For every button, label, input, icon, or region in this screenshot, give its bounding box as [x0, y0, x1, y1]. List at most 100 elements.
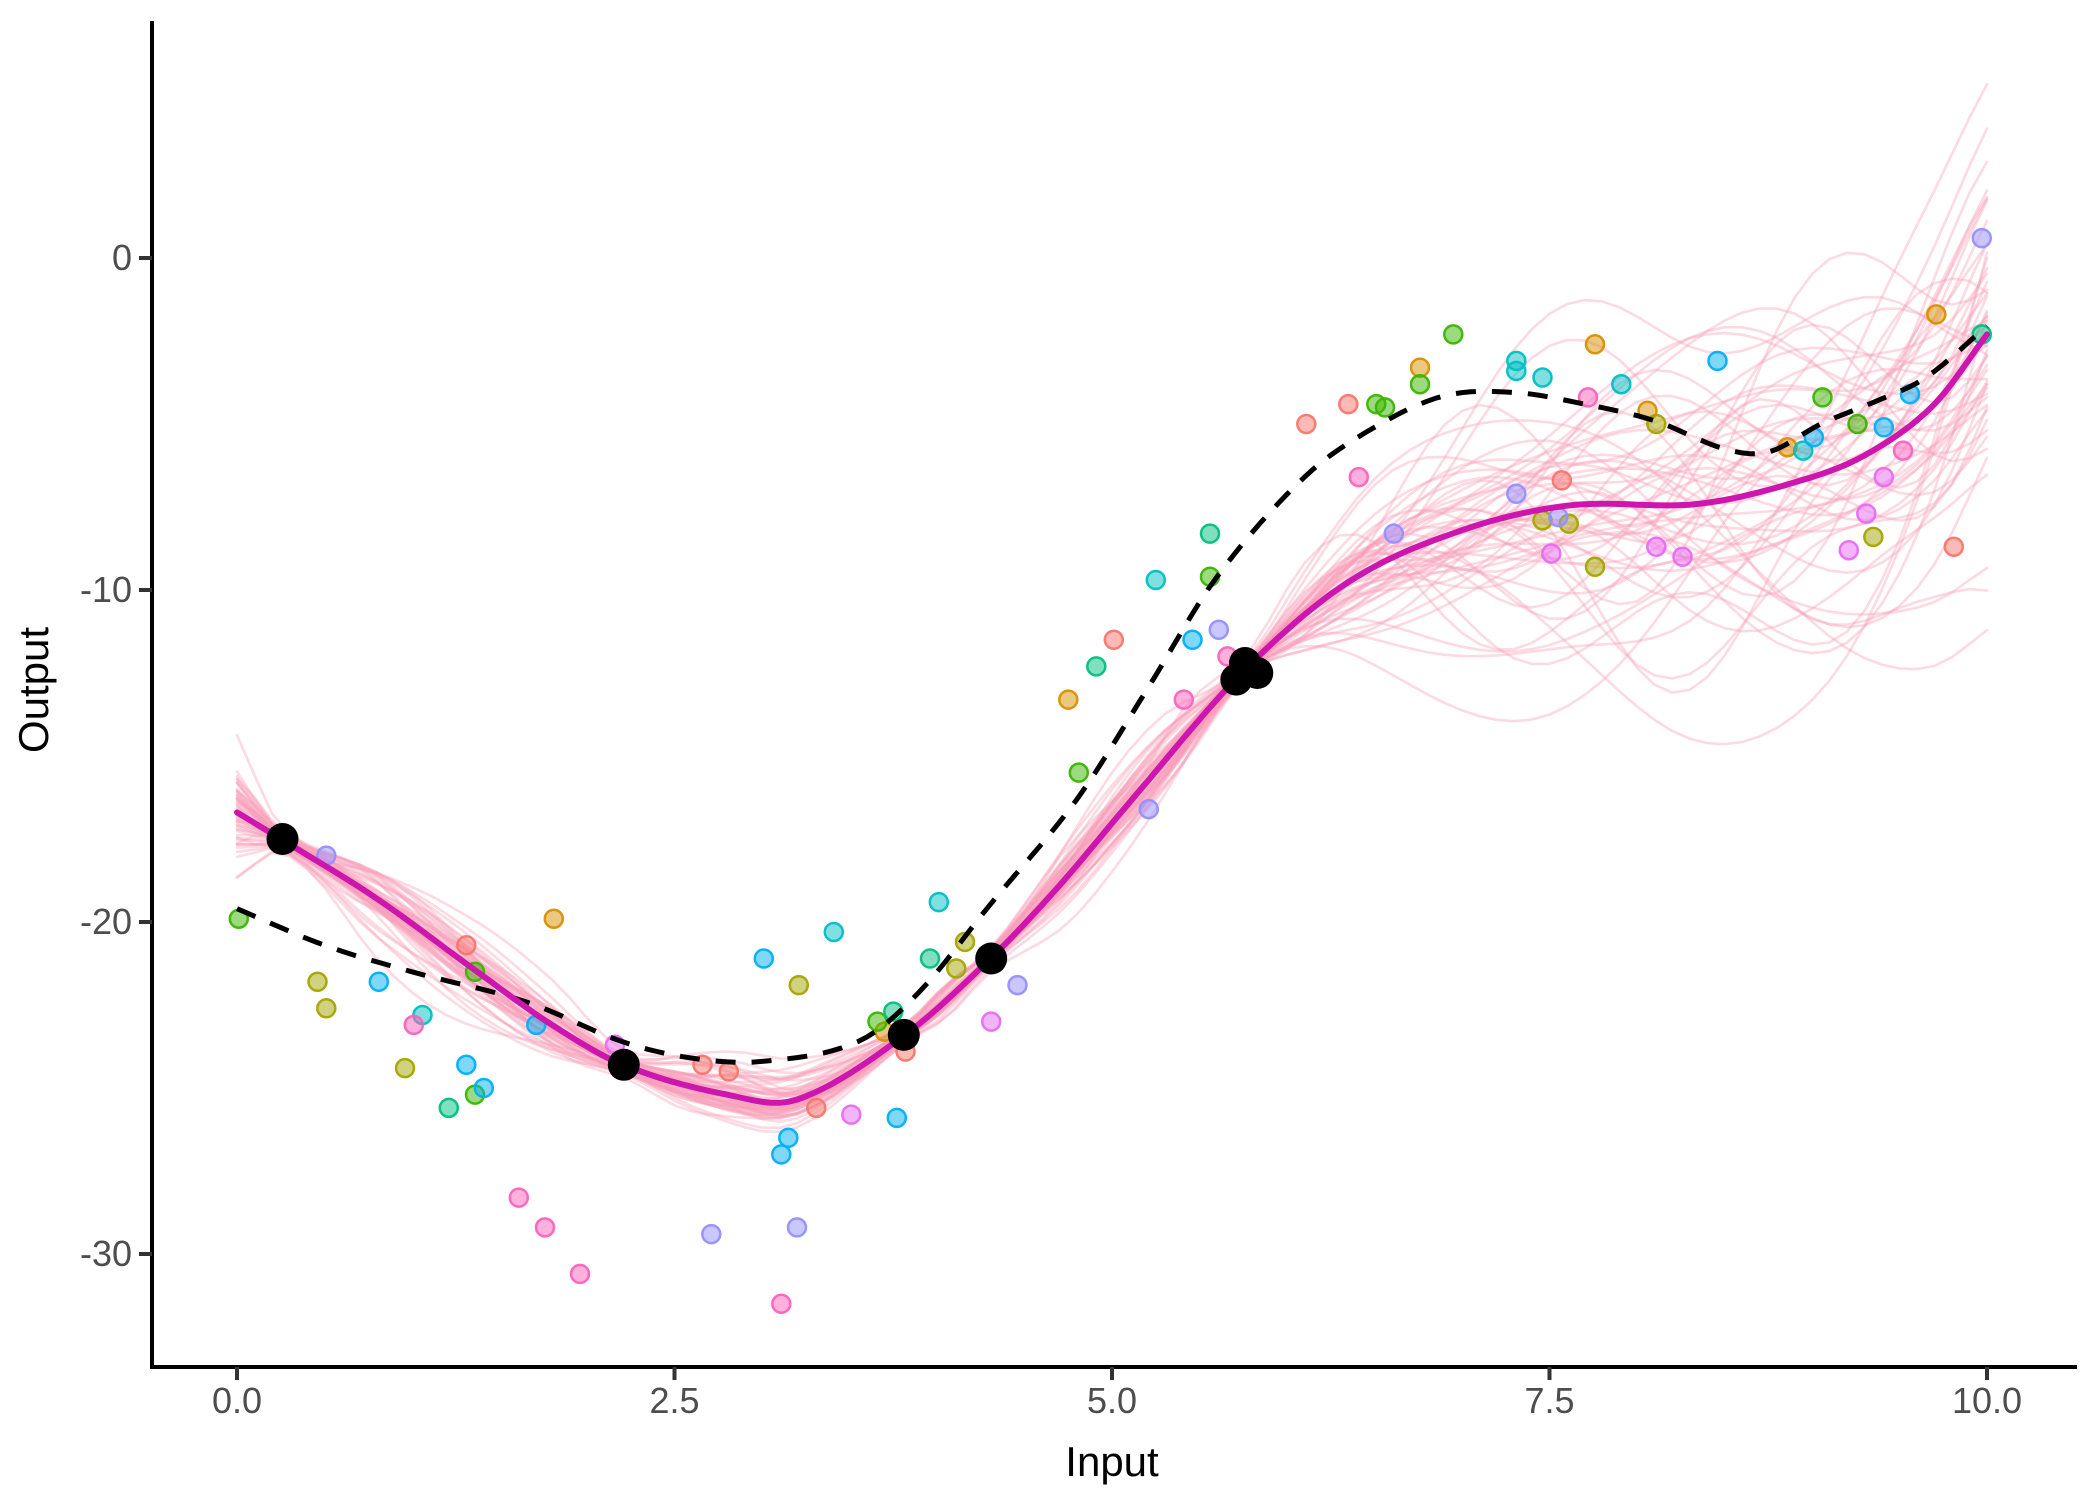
scatter-point-salmon — [1103, 629, 1125, 651]
scatter-point-mint — [919, 948, 941, 969]
scatter-point-pink — [534, 1217, 556, 1238]
scatter-point-pink — [1577, 387, 1599, 408]
scatter-point-blue — [753, 948, 775, 969]
scatter-point-blue — [368, 971, 390, 993]
scatter-point-olive — [316, 998, 337, 1019]
posterior-draw-curve — [235, 197, 1989, 1119]
scatter-point-green — [1409, 373, 1431, 395]
posterior-mean-layer — [234, 331, 1990, 1106]
scatter-point-olive — [1584, 556, 1606, 578]
posterior-draw-curve — [235, 307, 1989, 1079]
posterior-draw-curve — [235, 127, 1989, 1116]
scatter-point-orchid — [980, 1011, 1002, 1032]
scatter-point-olive — [946, 958, 967, 979]
scatter-point-orchid — [841, 1104, 862, 1125]
scatter-point-green — [1812, 387, 1833, 408]
scatter-point-olive — [307, 971, 328, 993]
y-tick-label: 0 — [112, 237, 132, 278]
scatter-point-salmon — [456, 934, 477, 956]
scatter-point-mint — [1086, 656, 1107, 677]
x-axis-title: Input — [1065, 1438, 1159, 1485]
posterior-draw-curve — [235, 82, 1989, 1096]
scatter-point-orchid — [1672, 546, 1693, 568]
scatter-point-olive — [394, 1057, 416, 1079]
scatter-point-pink — [569, 1263, 591, 1285]
scatter-point-green — [867, 1011, 888, 1032]
scatter-point-teal — [928, 891, 950, 913]
scatter-point-mint — [1199, 523, 1221, 544]
observed-points-layer — [266, 647, 1274, 1081]
scatter-point-orange — [543, 908, 565, 929]
true-function-curve — [236, 324, 1989, 1065]
y-tick-label: -20 — [80, 901, 132, 942]
posterior-draw-curve — [235, 251, 1989, 1096]
posterior-draws-layer — [235, 82, 1989, 1134]
posterior-draw-curve — [235, 315, 1989, 1100]
scatter-point-pink — [771, 1293, 792, 1315]
scatter-point-orange — [1584, 334, 1606, 355]
scatter-point-teal — [1611, 373, 1632, 395]
scatter-point-lavender — [1007, 974, 1028, 996]
scatter-point-pink — [1173, 689, 1195, 710]
posterior-draw-curve — [235, 403, 1989, 1097]
scatter-point-lavender — [786, 1217, 808, 1238]
posterior-draw-curve — [235, 242, 1989, 1118]
scatter-point-orchid — [1838, 539, 1860, 561]
scatter-point-teal — [823, 921, 845, 943]
posterior-draw-curve — [235, 295, 1989, 1108]
scatter-point-lavender — [1506, 483, 1527, 504]
x-tick-label: 7.5 — [1524, 1380, 1574, 1421]
scatter-point-orchid — [1541, 543, 1562, 564]
scatter-point-blue — [1873, 417, 1895, 438]
scatter-point-orange — [1058, 689, 1079, 710]
scatter-point-mint — [438, 1097, 460, 1119]
scatter-point-lavender — [1383, 523, 1405, 544]
posterior-draw-curve — [235, 406, 1989, 1095]
scatter-point-blue — [778, 1127, 799, 1149]
observed-point — [607, 1048, 640, 1081]
true-function-layer — [236, 324, 1989, 1065]
scatter-point-blue — [1182, 629, 1203, 651]
scatter-point-salmon — [718, 1061, 740, 1082]
y-axis-title: Output — [10, 626, 57, 754]
posterior-draw-curve — [235, 267, 1989, 1113]
posterior-draw-curve — [235, 473, 1989, 1084]
posterior-draw-curve — [235, 294, 1989, 1098]
scatter-point-teal — [1532, 367, 1553, 388]
scatter-point-teal — [1145, 569, 1167, 591]
observed-point — [975, 942, 1008, 975]
scatter-point-salmon — [1943, 536, 1965, 558]
scatter-point-teal — [1506, 360, 1527, 382]
x-tick-label: 5.0 — [1087, 1380, 1137, 1421]
posterior-draw-curve — [235, 410, 1989, 1102]
y-tick-label: -10 — [80, 569, 132, 610]
scatter-point-green — [1443, 324, 1464, 345]
posterior-draw-curve — [235, 408, 1989, 1119]
axes-layer: 0.0 2.5 5.0 7.5 10.0 0 -10 -20 -30 — [80, 21, 2077, 1421]
scatter-point-salmon — [1296, 413, 1317, 435]
scatter-point-pink — [403, 1014, 425, 1036]
scatter-point-blue — [771, 1144, 792, 1165]
x-tick-label: 2.5 — [649, 1380, 699, 1421]
scatter-point-teal — [1792, 440, 1814, 461]
observed-point — [887, 1018, 920, 1051]
scatter-point-olive — [788, 974, 810, 996]
scatter-point-blue — [1707, 350, 1728, 372]
scatter-point-lavender — [1208, 619, 1230, 641]
posterior-draw-curve — [235, 418, 1989, 1115]
x-tick-label: 10.0 — [1952, 1380, 2022, 1421]
posterior-draw-curve — [235, 340, 1989, 1107]
scatter-point-lavender — [1971, 227, 1993, 249]
scatter-point-blue — [456, 1054, 477, 1076]
scatter-points-layer — [228, 227, 1993, 1315]
posterior-draw-curve — [235, 325, 1989, 1134]
scatter-point-blue — [886, 1107, 908, 1129]
posterior-draw-curve — [235, 354, 1989, 1075]
scatter-point-salmon — [1551, 470, 1573, 491]
observed-point — [1241, 657, 1274, 689]
scatter-point-orchid — [1646, 536, 1667, 558]
posterior-draw-curve — [235, 349, 1989, 1093]
scatter-point-green — [1068, 762, 1090, 783]
